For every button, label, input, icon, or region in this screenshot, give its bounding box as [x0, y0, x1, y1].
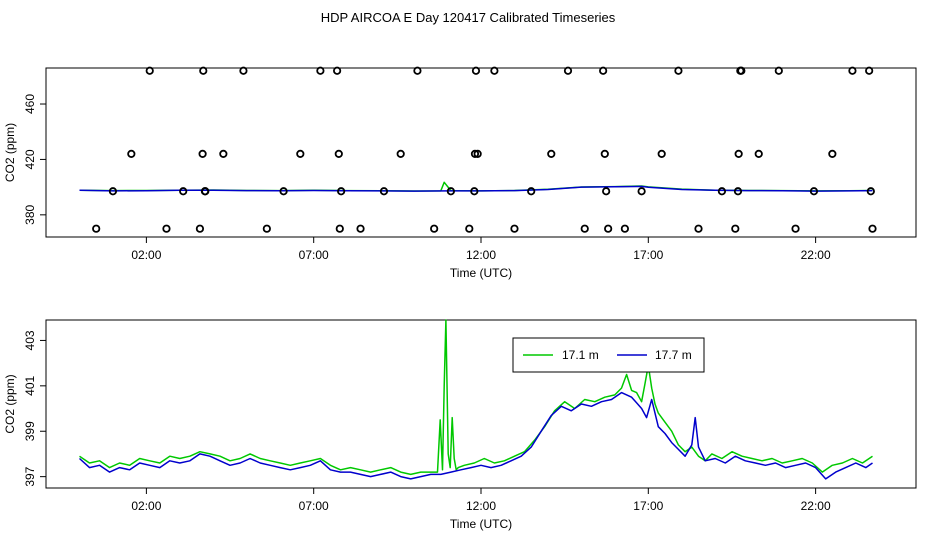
calibration-point [379, 187, 389, 196]
calibration-point [262, 224, 271, 233]
calibration-point [580, 224, 589, 233]
x-tick-label: 22:00 [801, 248, 831, 262]
calibration-point [356, 224, 365, 233]
y-axis-label: CO2 (ppm) [3, 123, 17, 182]
y-tick-label: 397 [23, 466, 37, 486]
x-tick-label: 12:00 [466, 248, 496, 262]
legend-label: 17.7 m [655, 348, 692, 362]
x-tick-label: 17:00 [633, 248, 663, 262]
calibration-point [108, 187, 118, 196]
legend: 17.1 m 17.7 m [512, 337, 705, 373]
calibration-point [473, 149, 482, 158]
calibration-point [809, 187, 819, 196]
y-tick-label: 399 [23, 421, 37, 441]
y-tick-label: 460 [23, 94, 37, 114]
x-tick-label: 22:00 [801, 499, 831, 513]
calibration-point [657, 149, 666, 158]
calibration-point [848, 66, 857, 75]
calibration-point [734, 149, 743, 158]
x-tick-label: 07:00 [299, 499, 329, 513]
calibration-point [754, 149, 763, 158]
calibration-point [179, 187, 188, 196]
x-tick-label: 02:00 [131, 499, 161, 513]
calibration-point [446, 187, 455, 196]
calibration-point [296, 149, 305, 158]
calibration-point [547, 149, 556, 158]
series-line [79, 319, 873, 476]
calibration-point [334, 149, 343, 158]
calibration-point [145, 66, 154, 75]
calibration-point [527, 187, 536, 196]
calibration-point [162, 224, 171, 233]
x-tick-label: 07:00 [299, 248, 329, 262]
calibration-point [413, 66, 422, 75]
calibration-point [510, 224, 519, 233]
legend-label: 17.1 m [562, 348, 599, 362]
y-tick-label: 380 [23, 205, 37, 225]
calibration-point [737, 66, 746, 75]
top-panel: 02:00 07:00 12:00 17:00 22:00 380 420 460 Time (… [3, 66, 917, 280]
figure-title: HDP AIRCOA E Day 120417 Calibrated Times… [321, 10, 616, 25]
calibration-point [620, 224, 629, 233]
calibration-point [92, 224, 101, 233]
calibration-point [335, 224, 344, 233]
y-tick-label: 401 [23, 376, 37, 396]
calibration-point [470, 149, 480, 158]
calibration-point [563, 66, 573, 75]
calibration-point [599, 66, 608, 75]
calibration-point [219, 149, 228, 158]
calibration-point [279, 187, 288, 196]
calibration-point [828, 149, 837, 158]
bottom-panel: 02:00 07:00 12:00 17:00 22:00 397 399 401 403 Tim… [3, 319, 917, 531]
calibration-point [333, 66, 342, 75]
x-axis-label: Time (UTC) [450, 266, 512, 280]
calibration-point [430, 224, 439, 233]
calibration-point [199, 66, 208, 75]
calibration-point [465, 224, 474, 233]
calibration-point [868, 224, 877, 233]
calibration-point [717, 187, 727, 196]
calibration-point [470, 187, 479, 196]
calibration-point [471, 66, 481, 75]
calibration-point [337, 187, 346, 196]
calibration-point [865, 66, 874, 75]
series-line [78, 391, 873, 480]
calibration-point [774, 66, 783, 75]
calibration-point [637, 187, 646, 196]
calibration-point [731, 224, 740, 233]
y-tick-label: 420 [23, 149, 37, 169]
x-tick-label: 12:00 [466, 499, 496, 513]
calibration-point [201, 187, 210, 196]
y-tick-label: 403 [23, 330, 37, 350]
calibration-point [791, 224, 800, 233]
x-axis-label: Time (UTC) [450, 517, 512, 531]
calibration-point [198, 149, 207, 158]
calibration-point [694, 224, 703, 233]
calibration-point [316, 66, 325, 75]
calibration-point [674, 66, 683, 75]
calibration-point [602, 187, 611, 196]
calibration-point [239, 66, 248, 75]
calibration-point [490, 66, 499, 75]
series-line [79, 185, 873, 192]
x-tick-label: 17:00 [633, 499, 663, 513]
calibration-point [127, 149, 136, 158]
calibration-point [600, 149, 609, 158]
calibration-point [733, 187, 743, 196]
x-tick-label: 02:00 [131, 248, 161, 262]
calibration-point [396, 149, 405, 158]
calibration-point [195, 224, 205, 233]
calibration-point [866, 187, 875, 196]
calibration-point [604, 224, 613, 233]
y-axis-label: CO2 (ppm) [3, 374, 17, 433]
